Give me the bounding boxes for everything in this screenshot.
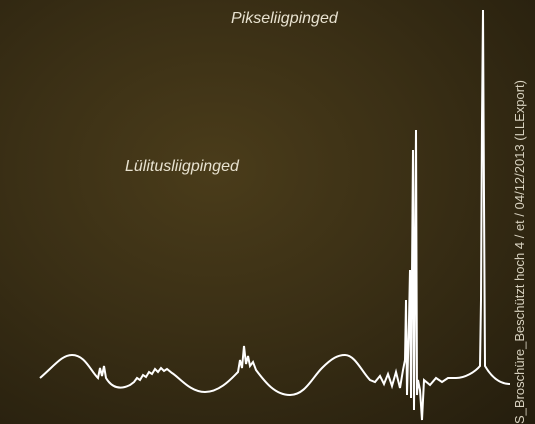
- pixel-label: Pikseliigpinged: [231, 10, 338, 28]
- waveform: [0, 0, 535, 424]
- voltage-trace: [40, 10, 510, 420]
- side-text: S_Broschüre_Beschützt hoch 4 / et / 04/1…: [512, 80, 527, 424]
- switching-label: Lülitusliigpinged: [125, 158, 239, 176]
- screen: Pikseliigpinged Lülitusliigpinged S_Bros…: [0, 0, 535, 424]
